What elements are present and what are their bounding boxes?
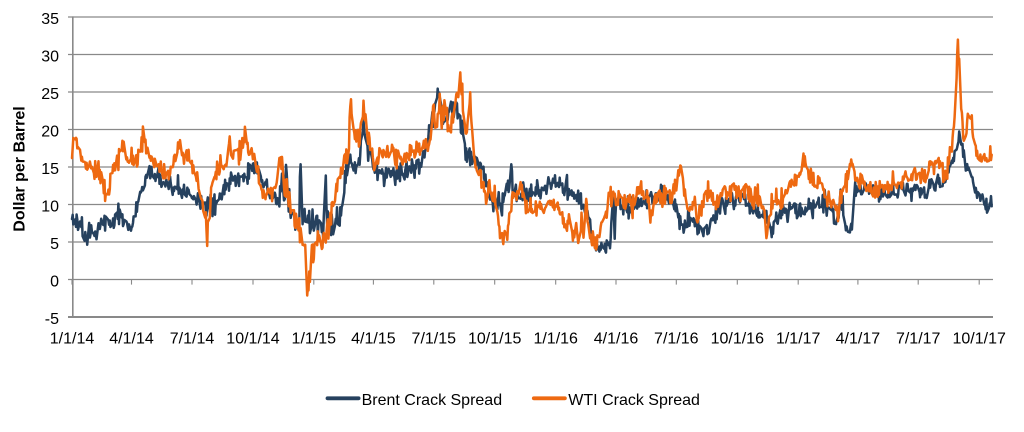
svg-text:7/1/15: 7/1/15 [412,331,457,348]
svg-text:WTI Crack Spread: WTI Crack Spread [568,392,700,409]
svg-text:35: 35 [41,11,59,28]
svg-text:4/1/17: 4/1/17 [836,331,881,348]
svg-text:20: 20 [41,124,59,141]
svg-text:25: 25 [41,86,59,103]
svg-text:15: 15 [41,161,59,178]
svg-text:4/1/16: 4/1/16 [594,331,639,348]
svg-text:Brent Crack Spread: Brent Crack Spread [362,392,503,409]
svg-text:10: 10 [41,199,59,216]
svg-text:30: 30 [41,49,59,66]
svg-text:1/1/16: 1/1/16 [533,331,578,348]
svg-text:7/1/17: 7/1/17 [896,331,941,348]
svg-text:1/1/14: 1/1/14 [50,331,95,348]
svg-text:1/1/17: 1/1/17 [776,331,821,348]
svg-text:10/1/15: 10/1/15 [468,331,521,348]
svg-text:7/1/16: 7/1/16 [654,331,699,348]
svg-text:1/1/15: 1/1/15 [292,331,337,348]
svg-text:4/1/14: 4/1/14 [109,331,154,348]
svg-text:10/1/14: 10/1/14 [226,331,279,348]
svg-text:Dollar per Barrel: Dollar per Barrel [12,106,29,231]
svg-text:4/1/15: 4/1/15 [351,331,396,348]
svg-text:7/1/14: 7/1/14 [170,331,215,348]
svg-text:0: 0 [50,274,59,291]
svg-text:-5: -5 [45,311,59,328]
svg-text:10/1/16: 10/1/16 [711,331,764,348]
svg-text:5: 5 [50,236,59,253]
svg-text:10/1/17: 10/1/17 [953,331,1006,348]
